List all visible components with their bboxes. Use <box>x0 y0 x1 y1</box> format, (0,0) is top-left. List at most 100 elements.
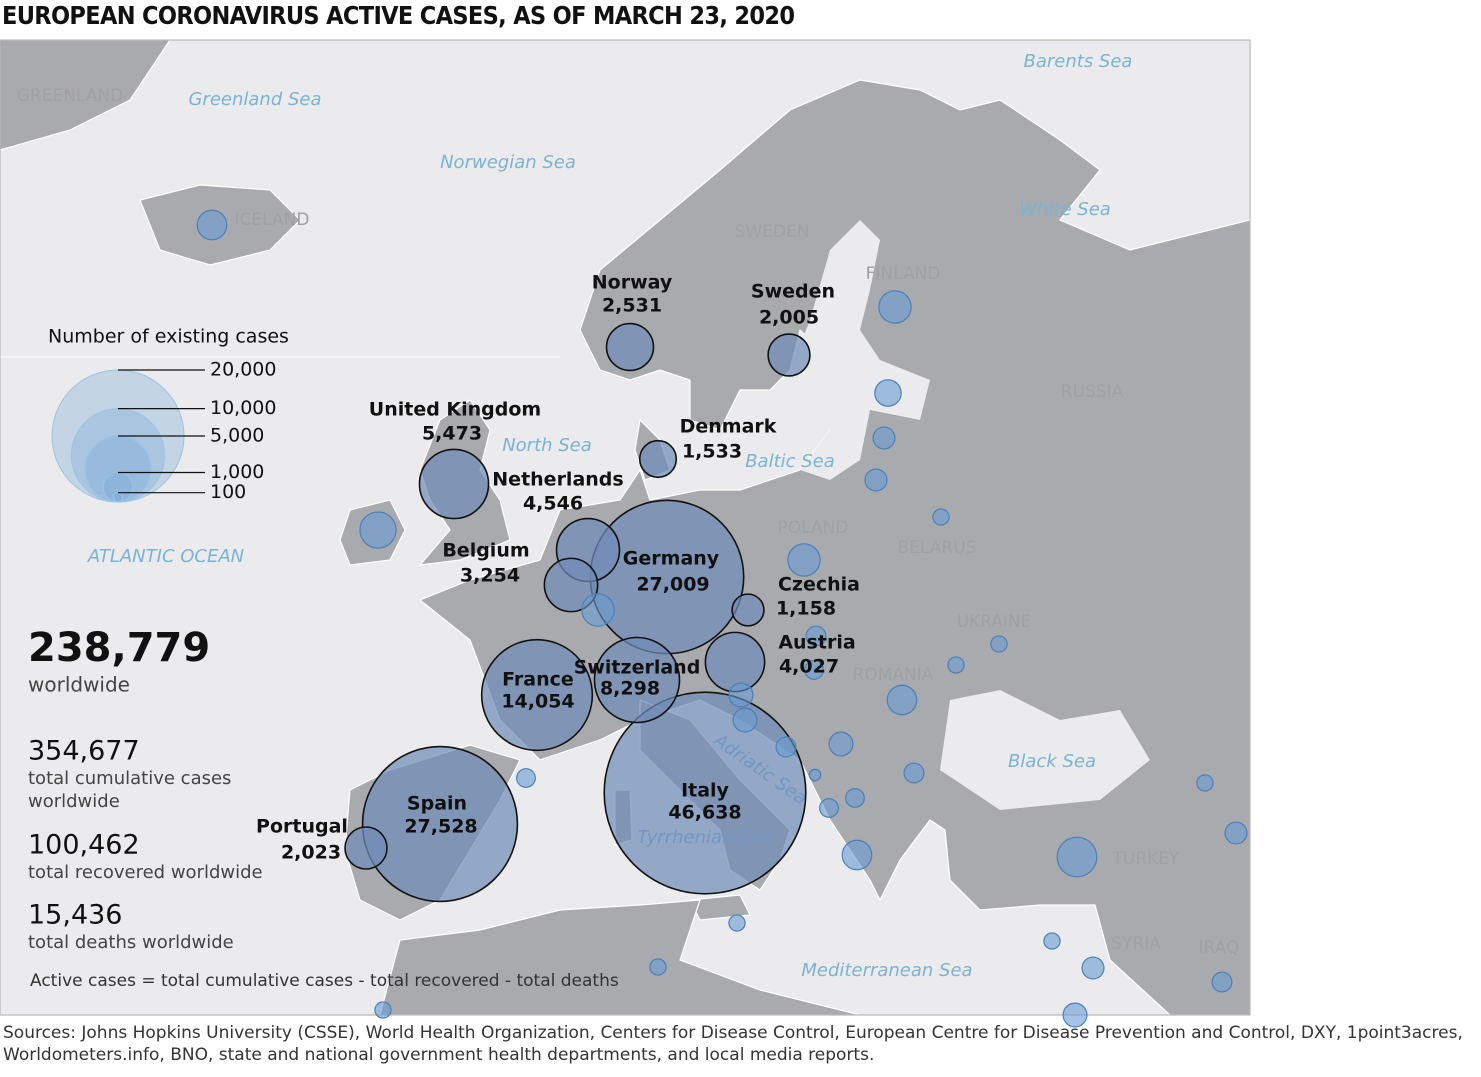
note: Active cases = total cumulative cases - … <box>30 971 619 991</box>
small-bubble <box>805 625 827 647</box>
country-label: POLAND <box>778 518 849 538</box>
bubble-value: 2,531 <box>602 295 662 317</box>
stat-label: total recovered worldwide <box>28 862 263 883</box>
bubble-name: Belgium <box>442 540 529 562</box>
sea-label: White Sea <box>1019 199 1111 220</box>
small-bubble <box>872 426 896 450</box>
country-bubble <box>605 322 655 372</box>
stat-label: worldwide <box>28 673 130 697</box>
stat-value: 100,462 <box>28 830 140 861</box>
small-bubble <box>845 788 865 808</box>
bubble-value: 3,254 <box>460 565 520 587</box>
country-bubble <box>704 631 766 693</box>
bubble-name: Germany <box>623 548 720 570</box>
bubble-name: Spain <box>407 793 467 815</box>
country-bubble <box>361 745 519 903</box>
small-bubble <box>516 768 536 788</box>
small-bubble <box>1062 1002 1088 1028</box>
bubble-value: 27,528 <box>404 816 477 838</box>
small-bubble <box>1081 956 1105 980</box>
bubble-name: Denmark <box>680 416 777 438</box>
sea-label: Mediterranean Sea <box>801 960 972 981</box>
sea-label: Greenland Sea <box>188 89 321 110</box>
country-bubble <box>767 333 811 377</box>
country-bubble <box>344 826 388 870</box>
country-label: RUSSIA <box>1061 382 1124 402</box>
country-bubble <box>638 439 678 479</box>
map-frame <box>0 39 1251 1016</box>
country-label: SWEDEN <box>735 222 810 242</box>
bubble-value: 1,158 <box>776 598 836 620</box>
small-bubble <box>649 958 667 976</box>
legend-title: Number of existing cases <box>48 326 289 348</box>
small-bubble <box>775 736 797 758</box>
bubble-value: 2,005 <box>759 307 819 329</box>
country-label: SYRIA <box>1111 934 1161 954</box>
small-bubble <box>804 660 824 680</box>
legend-label: 100 <box>210 481 246 503</box>
small-bubble <box>828 731 854 757</box>
legend: Number of existing cases 20,000 10,000 5,0… <box>48 326 289 504</box>
stat-value: 238,779 <box>28 625 210 671</box>
country-label: BELARUS <box>898 538 977 558</box>
small-bubble <box>947 656 965 674</box>
bubble-name: Portugal <box>256 816 348 838</box>
bubble-value: 14,054 <box>501 691 574 713</box>
stat-label: total deaths worldwide <box>28 932 234 953</box>
small-bubble <box>1224 821 1248 845</box>
bubble-value: 2,023 <box>281 842 341 864</box>
sea-label: Baltic Sea <box>745 451 835 472</box>
small-bubble <box>1056 836 1098 878</box>
small-bubble <box>787 543 821 577</box>
country-bubble <box>543 557 599 613</box>
bubble-name: Netherlands <box>492 469 623 491</box>
small-bubble <box>841 839 873 871</box>
bubble-name: Sweden <box>751 281 835 303</box>
stat-label: total cumulative cases worldwide <box>28 768 231 812</box>
country-bubble <box>603 691 807 895</box>
bubble-value: 4,546 <box>523 493 583 515</box>
small-bubble <box>819 798 839 818</box>
small-bubble <box>359 511 397 549</box>
small-bubble <box>864 468 888 492</box>
bubble-value: 27,009 <box>636 574 709 596</box>
sea-label: Barents Sea <box>1024 51 1133 72</box>
country-label: IRAQ <box>1199 938 1240 958</box>
small-bubble <box>728 682 754 708</box>
legend-label: 1,000 <box>210 461 264 483</box>
bubble-value: 4,027 <box>779 656 839 678</box>
small-bubble <box>1196 774 1214 792</box>
country-bubble <box>480 638 594 752</box>
small-bubble <box>878 290 912 324</box>
sea-label: Black Sea <box>1008 751 1096 772</box>
bubble-value: 8,298 <box>600 678 660 700</box>
stat-value: 354,677 <box>28 736 140 767</box>
title: EUROPEAN CORONAVIRUS ACTIVE CASES, AS OF… <box>2 1 795 30</box>
bubble-value: 1,533 <box>682 441 742 463</box>
country-label: ICELAND <box>235 210 310 230</box>
country-label: GREENLAND <box>17 86 123 106</box>
small-bubble <box>374 1001 392 1019</box>
bubble-name: Switzerland <box>574 657 701 679</box>
country-bubble <box>731 593 765 627</box>
bubble-value: 5,473 <box>422 423 482 445</box>
small-bubble <box>886 684 918 716</box>
small-bubble <box>581 593 615 627</box>
sources-line: Sources: Johns Hopkins University (CSSE)… <box>3 1023 1463 1043</box>
bubble-value: 46,638 <box>668 802 741 824</box>
bubble-name: France <box>502 669 574 691</box>
small-bubble <box>990 635 1008 653</box>
small-bubble <box>732 707 758 733</box>
legend-label: 10,000 <box>210 397 276 419</box>
small-bubble <box>874 379 902 407</box>
legend-label: 20,000 <box>210 359 276 381</box>
country-label: TURKEY <box>1112 849 1181 869</box>
small-bubble <box>196 209 228 241</box>
small-bubble <box>1043 932 1061 950</box>
bubble-name: Norway <box>592 272 673 294</box>
bubble-name: United Kingdom <box>369 399 541 421</box>
bubble-name: Czechia <box>778 574 860 596</box>
bubble-name: Italy <box>681 780 729 802</box>
